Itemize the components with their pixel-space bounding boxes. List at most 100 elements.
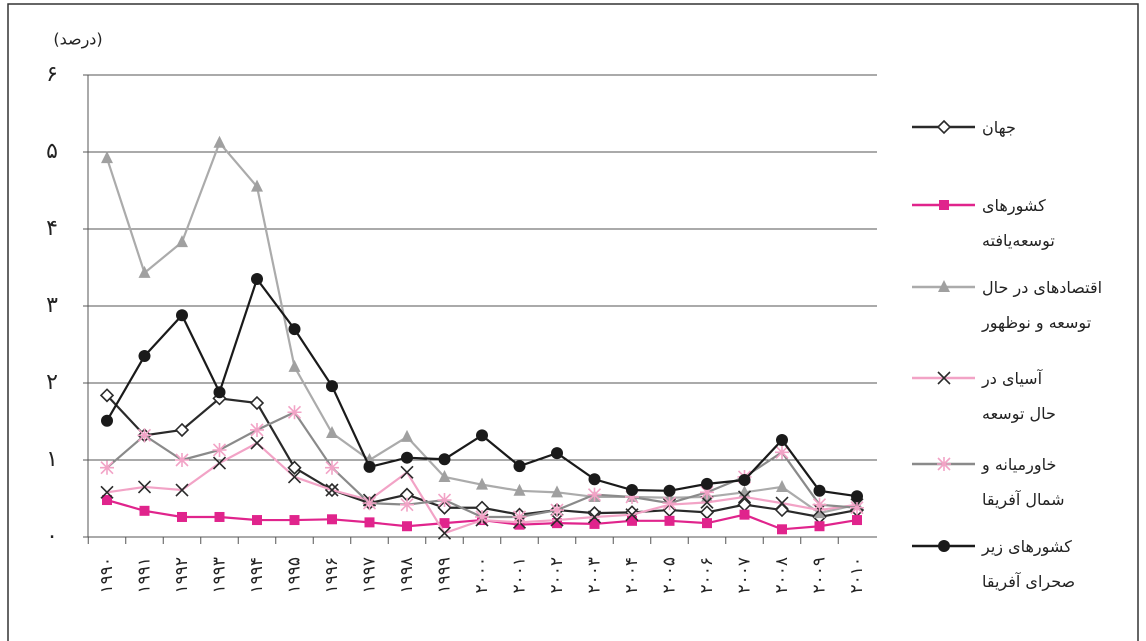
data-point	[551, 447, 563, 460]
x-tick-label: ۲۰۰۸	[772, 557, 792, 594]
data-point	[326, 380, 338, 393]
data-point	[775, 496, 789, 510]
data-point	[289, 515, 300, 526]
data-point	[326, 426, 338, 439]
data-point	[627, 515, 637, 526]
y-tick-label: ۰	[46, 524, 58, 549]
x-tick-label: ۲۰۰۱	[510, 557, 530, 594]
data-point	[249, 395, 265, 411]
x-tick-label: ۲۰۰۷	[735, 557, 755, 594]
data-point	[814, 521, 825, 532]
data-point	[364, 517, 375, 528]
data-point	[475, 509, 489, 524]
data-point	[100, 485, 114, 499]
x-tick-label: ۱۹۹۰	[97, 557, 117, 594]
marker	[939, 200, 949, 210]
x-tick-label: ۱۹۹۸	[397, 557, 417, 594]
y-tick-label: ۳	[46, 293, 58, 318]
legend-label: کشورهای توسعه‌یافته	[982, 196, 1055, 250]
data-point	[139, 505, 150, 516]
data-point	[625, 508, 639, 522]
data-point	[587, 510, 602, 524]
data-point	[513, 483, 526, 496]
data-point	[776, 479, 788, 492]
data-point	[588, 473, 601, 486]
legend-label: اقتصادهای در حال توسعه و نوظهور	[982, 278, 1103, 332]
x-tick-label: ۲۰۰۰	[472, 557, 492, 594]
x-tick-label: ۲۰۰۹	[810, 557, 830, 594]
data-point	[774, 502, 790, 518]
data-point	[664, 515, 675, 526]
data-point	[251, 273, 263, 286]
legend-label: جهان	[982, 118, 1016, 137]
data-point	[512, 509, 527, 524]
x-tick-label: ۱۹۹۶	[322, 557, 342, 594]
data-point	[401, 429, 413, 442]
data-point	[288, 359, 301, 372]
data-point	[213, 135, 226, 148]
x-tick-label: ۱۹۹۴	[247, 557, 267, 594]
y-tick-label: ۲	[46, 370, 58, 395]
data-point	[587, 487, 602, 502]
data-point	[101, 414, 113, 427]
data-point	[251, 179, 263, 192]
data-point	[476, 477, 488, 490]
data-point	[663, 484, 676, 497]
x-tick-label: ۱۹۹۱	[135, 557, 155, 594]
data-point	[700, 485, 714, 500]
data-point	[212, 442, 227, 457]
data-point	[850, 500, 864, 515]
marker	[936, 119, 952, 135]
data-point	[99, 388, 115, 403]
marker	[938, 280, 950, 292]
x-tick-label: ۱۹۹۷	[360, 557, 380, 594]
x-tick-label: ۱۹۹۵	[285, 557, 305, 594]
data-point	[777, 524, 787, 535]
data-point	[138, 265, 151, 278]
data-point	[776, 433, 788, 446]
data-point	[101, 151, 113, 164]
series-line	[105, 140, 858, 515]
data-point	[402, 521, 412, 532]
x-tick-label: ۲۰۰۲	[547, 557, 567, 594]
data-point	[439, 518, 450, 529]
x-tick-label: ۱۹۹۲	[172, 557, 192, 594]
data-point	[214, 511, 225, 522]
data-point	[626, 484, 638, 497]
data-point	[102, 495, 112, 506]
marker	[938, 540, 950, 552]
data-point	[701, 477, 713, 490]
data-point	[100, 460, 114, 475]
data-point	[699, 505, 715, 520]
data-point	[137, 480, 152, 494]
frame	[7, 3, 1139, 641]
data-point	[401, 451, 413, 464]
data-point	[287, 405, 302, 420]
data-point	[625, 489, 639, 504]
data-point	[363, 460, 376, 473]
data-point	[514, 519, 525, 530]
x-tick-label: ۲۰۰۶	[697, 557, 717, 594]
x-tick-label: ۱۹۹۹	[435, 557, 455, 594]
data-point	[174, 422, 190, 438]
data-point	[325, 483, 339, 497]
data-point	[250, 436, 264, 450]
data-point	[702, 518, 712, 529]
data-point	[177, 511, 187, 522]
x-tick-label: ۲۰۰۳	[585, 557, 605, 594]
legend-label: خاورمیانه و شمال آفریقا	[982, 455, 1065, 509]
y-axis-label: (درصد)	[53, 30, 102, 50]
data-point	[476, 429, 488, 442]
data-point	[550, 513, 564, 527]
data-point	[287, 460, 302, 475]
y-tick-label: ۴	[46, 216, 58, 241]
data-point	[437, 500, 452, 515]
legend-label: آسیای در حال توسعه	[982, 369, 1056, 423]
data-point	[138, 350, 151, 363]
x-tick-label: ۲۰۰۵	[660, 557, 680, 594]
data-point	[176, 309, 188, 322]
data-point	[213, 386, 226, 399]
data-point	[212, 456, 227, 470]
